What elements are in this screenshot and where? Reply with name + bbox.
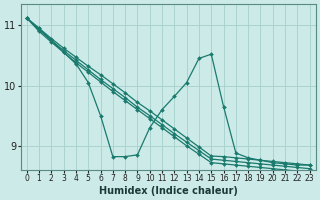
X-axis label: Humidex (Indice chaleur): Humidex (Indice chaleur)	[99, 186, 238, 196]
